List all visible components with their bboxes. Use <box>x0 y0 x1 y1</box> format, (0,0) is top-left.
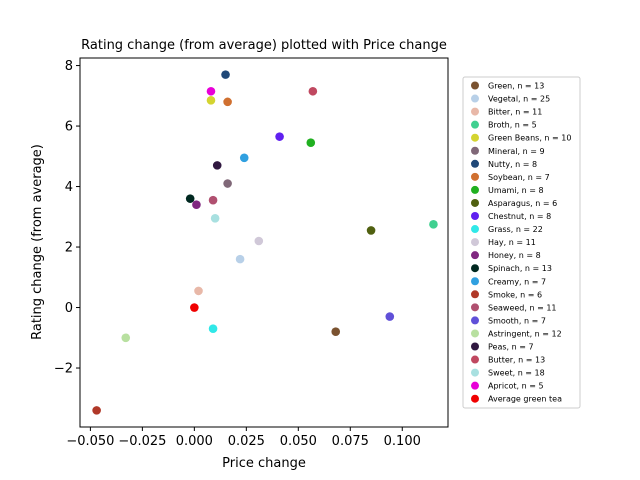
legend-entry: Bitter, n = 11 <box>488 108 542 117</box>
legend-marker <box>471 394 479 403</box>
legend-marker <box>471 368 479 377</box>
legend-entry: Asparagus, n = 6 <box>488 199 557 208</box>
data-point <box>429 220 438 229</box>
legend-marker <box>471 277 479 286</box>
chart-title: Rating change (from average) plotted wit… <box>81 38 447 53</box>
data-points <box>92 70 438 415</box>
data-point <box>190 303 199 312</box>
data-point <box>223 97 232 107</box>
y-tick-label: −2 <box>54 362 73 377</box>
legend-marker <box>471 172 479 181</box>
plot-area <box>79 57 449 428</box>
data-point <box>206 96 216 105</box>
legend-entry: Apricot, n = 5 <box>488 382 544 391</box>
y-axis-title: Rating change (from average) <box>30 144 45 340</box>
y-tick-label: 4 <box>65 180 73 195</box>
y-tick-label: 2 <box>65 241 73 256</box>
x-axis-ticks: −0.050 −0.025 0.000 0.025 0.050 0.075 0.100 <box>66 427 421 449</box>
legend-entry: Grass, n = 22 <box>488 225 543 234</box>
legend-marker <box>471 120 479 129</box>
legend-entry: Chestnut, n = 8 <box>488 212 551 221</box>
data-point <box>254 236 264 246</box>
data-point <box>208 324 218 334</box>
x-tick-label: −0.025 <box>118 434 166 449</box>
legend-marker <box>471 290 479 299</box>
legend-marker <box>471 94 479 103</box>
legend-entry: Smoke, n = 6 <box>488 290 542 299</box>
legend-entry: Spinach, n = 13 <box>488 264 552 273</box>
legend-entry: Green, n = 13 <box>488 82 544 91</box>
legend-marker <box>471 303 479 312</box>
data-point <box>121 333 131 343</box>
data-point <box>210 214 220 223</box>
legend-marker <box>471 225 479 234</box>
data-point <box>275 132 284 141</box>
legend: Green, n = 13 Vegetal, n = 25 Bitter, n = … <box>462 76 581 409</box>
legend-entry: Peas, n = 7 <box>488 343 534 352</box>
legend-marker <box>471 355 479 364</box>
legend-marker <box>471 329 479 338</box>
x-tick-label: 0.025 <box>228 434 265 449</box>
data-point <box>331 327 341 337</box>
y-axis-ticks: −2 0 2 4 6 8 <box>54 59 80 377</box>
legend-entry: Seaweed, n = 11 <box>488 303 557 312</box>
y-tick-label: 6 <box>65 120 73 135</box>
legend-marker <box>471 185 479 194</box>
legend-marker <box>471 146 479 155</box>
y-tick-label: 0 <box>65 301 73 316</box>
data-point <box>366 226 376 235</box>
y-tick-label: 8 <box>65 59 73 74</box>
x-tick-label: 0.050 <box>280 434 317 449</box>
data-point <box>385 312 395 321</box>
legend-entry: Green Beans, n = 10 <box>488 134 571 143</box>
legend-entry: Nutty, n = 8 <box>488 160 537 169</box>
data-point <box>208 195 218 205</box>
legend-marker <box>471 264 479 273</box>
legend-entry: Creamy, n = 7 <box>488 277 546 286</box>
data-point <box>235 254 245 264</box>
legend-entry: Honey, n = 8 <box>488 251 541 260</box>
data-point <box>185 194 195 203</box>
data-point <box>223 179 232 188</box>
legend-marker <box>471 316 479 325</box>
legend-entry: Sweet, n = 18 <box>488 369 545 378</box>
legend-entry: Astringent, n = 12 <box>488 329 562 338</box>
data-point <box>206 86 216 96</box>
legend-entry: Average green tea <box>488 395 562 404</box>
legend-marker <box>471 212 479 220</box>
data-point <box>92 406 101 415</box>
legend-entry: Umami, n = 8 <box>488 186 544 195</box>
legend-entry: Butter, n = 13 <box>488 356 545 365</box>
legend-marker <box>471 342 479 351</box>
legend-entry: Mineral, n = 9 <box>488 147 545 156</box>
legend-marker <box>471 159 479 168</box>
x-tick-label: 0.100 <box>384 434 421 449</box>
legend-box <box>462 76 581 409</box>
data-point <box>192 200 201 209</box>
legend-entry: Soybean, n = 7 <box>488 173 550 182</box>
data-point <box>212 161 222 170</box>
legend-entry: Vegetal, n = 25 <box>488 95 550 104</box>
data-point <box>308 86 318 96</box>
x-axis-title: Price change <box>222 456 306 471</box>
legend-marker <box>471 81 479 90</box>
x-tick-label: 0.075 <box>332 434 369 449</box>
x-tick-label: −0.050 <box>66 434 114 449</box>
data-point <box>239 153 249 163</box>
legend-entry: Smooth, n = 7 <box>488 316 546 325</box>
legend-marker <box>471 107 479 116</box>
legend-entry: Broth, n = 5 <box>488 121 537 130</box>
x-tick-label: 0.000 <box>176 434 213 449</box>
data-point <box>194 286 203 296</box>
legend-entry: Hay, n = 11 <box>488 238 536 247</box>
legend-marker <box>471 198 479 207</box>
legend-marker <box>471 381 479 390</box>
data-point <box>306 138 316 147</box>
legend-marker <box>471 238 479 247</box>
legend-marker <box>471 133 479 142</box>
legend-marker <box>471 251 479 260</box>
data-point <box>221 70 230 79</box>
